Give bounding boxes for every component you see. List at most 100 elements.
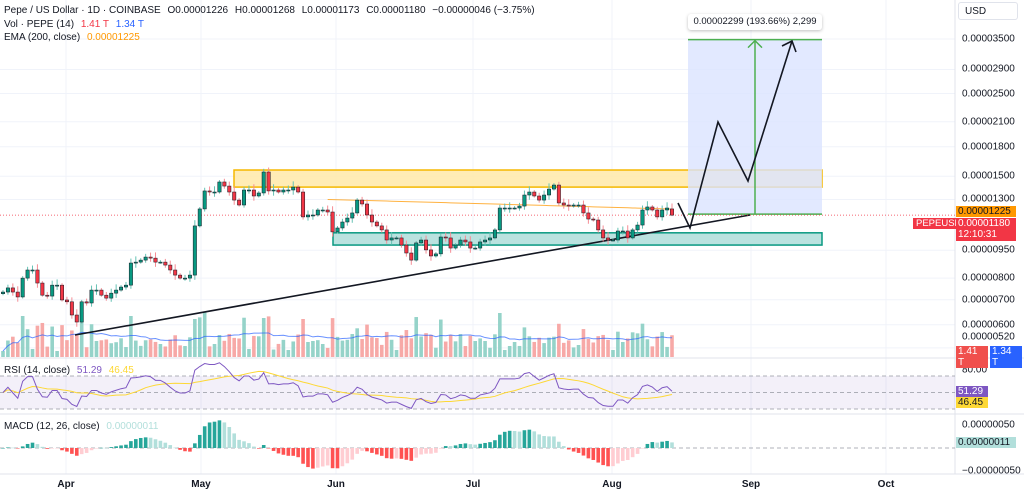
volume-bar xyxy=(129,316,133,357)
macd-histogram-bar xyxy=(493,440,497,448)
candle-body xyxy=(448,237,453,249)
macd-histogram-bar xyxy=(335,448,340,469)
volume-bar xyxy=(316,340,320,357)
volume-bar xyxy=(60,325,64,357)
volume-bar xyxy=(134,340,138,357)
volume-bar xyxy=(429,334,433,357)
volume-value: 1.41 T xyxy=(80,19,109,30)
candle-body xyxy=(291,186,296,191)
candle xyxy=(227,181,232,196)
volume-bar xyxy=(404,330,409,357)
candle-body xyxy=(1,291,5,294)
macd-histogram-bar xyxy=(414,448,419,458)
volume-bar xyxy=(611,350,615,357)
candle xyxy=(443,232,448,242)
macd-label[interactable]: MACD (12, 26, close) xyxy=(4,421,100,432)
volume-bar xyxy=(439,319,443,357)
volume-bar xyxy=(557,323,561,357)
candle-body xyxy=(15,291,20,298)
macd-histogram-bar xyxy=(261,445,266,448)
candle xyxy=(542,190,547,204)
candle xyxy=(310,209,315,220)
candle-body xyxy=(64,299,69,303)
candle xyxy=(404,240,409,257)
volume-bar xyxy=(335,336,340,357)
volume-ma-badge: 1.34 T xyxy=(990,346,1022,368)
price-axis-tick: 0.00001300 xyxy=(962,193,1015,205)
candle-body xyxy=(217,181,222,193)
macd-histogram-bar xyxy=(581,448,586,456)
rsi-label[interactable]: RSI (14, close) xyxy=(4,365,71,376)
macd-histogram-bar xyxy=(6,447,10,448)
volume-bar xyxy=(384,331,389,357)
candle-body xyxy=(497,207,502,231)
candle xyxy=(429,244,433,261)
candle-body xyxy=(276,189,281,193)
rsi-ma-value: 46.45 xyxy=(108,365,134,376)
candle xyxy=(660,205,665,221)
candle xyxy=(168,260,173,274)
volume-bar xyxy=(463,346,468,357)
volume-bar xyxy=(247,349,251,357)
price-axis-tick: 0.00000700 xyxy=(962,294,1015,306)
candle-body xyxy=(591,218,596,221)
candle xyxy=(183,274,187,281)
candle xyxy=(60,283,64,302)
volume-bar xyxy=(168,339,173,357)
candle-body xyxy=(374,221,379,227)
volume-ma-line xyxy=(2,331,673,352)
macd-histogram-bar xyxy=(25,443,30,448)
candle-body xyxy=(566,204,571,207)
candle-body xyxy=(20,277,25,298)
candle xyxy=(301,188,306,220)
candle-body xyxy=(143,256,148,261)
candle-body xyxy=(424,239,428,251)
candle xyxy=(448,232,453,253)
candle xyxy=(163,258,168,268)
ohlc-open: O0.00001226 xyxy=(167,5,229,16)
candle-body xyxy=(55,284,60,287)
ema-label[interactable]: EMA (200, close) xyxy=(4,32,81,43)
macd-histogram-bar xyxy=(360,448,364,451)
candle xyxy=(502,203,507,212)
candle xyxy=(389,232,394,245)
volume-bar xyxy=(616,331,620,357)
x-tick-oct: Oct xyxy=(877,479,895,490)
candle-body xyxy=(10,287,15,293)
candle xyxy=(645,201,650,215)
volume-bar xyxy=(443,341,448,357)
candle xyxy=(522,190,527,210)
candle-body xyxy=(655,209,660,218)
candle xyxy=(537,192,542,203)
volume-bar xyxy=(291,341,296,357)
macd-histogram-bar xyxy=(370,448,374,453)
macd-histogram-bar xyxy=(129,441,133,448)
candle-body xyxy=(310,214,315,217)
volume-bar xyxy=(40,322,45,357)
candle-body xyxy=(74,314,79,323)
macd-histogram-bar xyxy=(502,431,507,448)
candle xyxy=(463,235,468,246)
candle xyxy=(325,205,330,216)
volume-label[interactable]: Vol · PEPE (14) xyxy=(4,19,75,30)
candle xyxy=(212,186,217,197)
candle-body xyxy=(89,289,94,304)
currency-button[interactable]: USD xyxy=(958,2,1018,20)
candle xyxy=(94,284,99,295)
candle xyxy=(40,281,45,297)
volume-bar xyxy=(360,339,364,357)
rsi-axis-tick: 80.00 xyxy=(962,364,988,376)
candle-body xyxy=(173,269,178,276)
candle-body xyxy=(404,244,409,254)
candle-body xyxy=(561,202,566,206)
candle xyxy=(630,227,635,240)
candle xyxy=(596,216,601,233)
candle xyxy=(517,202,522,211)
price-axis-tick: 0.00002100 xyxy=(962,116,1015,128)
macd-histogram-bar xyxy=(640,448,645,449)
volume-bar xyxy=(340,340,345,357)
candle-body xyxy=(30,269,35,272)
candle-body xyxy=(345,217,350,223)
symbol-title[interactable]: Pepe / US Dollar · 1D · COINBASE xyxy=(4,5,161,16)
